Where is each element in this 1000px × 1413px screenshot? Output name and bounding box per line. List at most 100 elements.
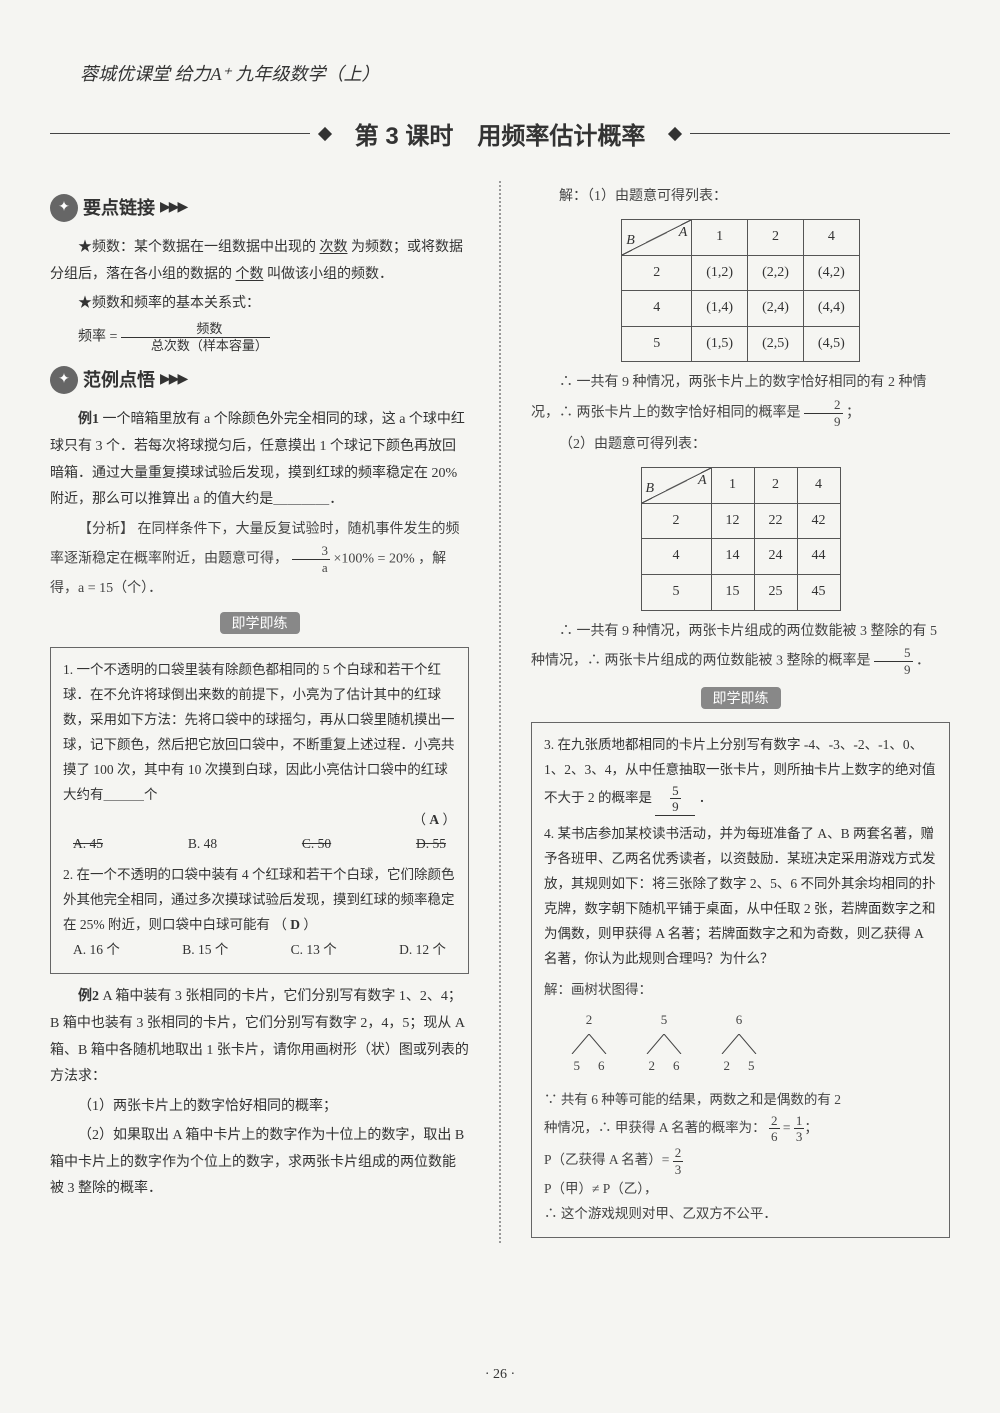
leaf: 2 — [649, 1054, 656, 1078]
row-label: B — [626, 228, 635, 255]
diamond-icon — [318, 126, 332, 140]
col-h: 2 — [754, 467, 797, 503]
page-number: · 26 · — [485, 1367, 515, 1383]
tree-2: 5 26 — [639, 1008, 689, 1078]
lesson-title: 第 3 课时 用频率估计概率 — [355, 116, 646, 151]
practice-text: 即学即练 — [701, 687, 781, 709]
num: 5 — [874, 645, 913, 662]
text: ． — [916, 653, 930, 668]
frac-1-3: 13 — [794, 1113, 805, 1145]
table2: A B 1 2 4 2122242 4142444 5152545 — [641, 467, 841, 611]
text: ； — [846, 405, 860, 420]
text: 解：画树状图得： — [544, 982, 652, 997]
ex2-p2: （1）两张卡片上的数字恰好相同的概率； — [50, 1094, 469, 1121]
opt-b: B. 15 个 — [182, 938, 228, 963]
opt-a: A. 45 — [73, 832, 103, 857]
frac-2-6: 26 — [769, 1113, 780, 1145]
text: P（乙获得 A 名著）= — [544, 1152, 673, 1167]
blank: 次数 — [320, 240, 348, 255]
col-h: 1 — [692, 219, 748, 255]
practice-text: 即学即练 — [220, 612, 300, 634]
branch-icon — [714, 1034, 764, 1054]
num: 2 — [769, 1113, 780, 1130]
q4-l3: P（乙获得 A 名著）= 23 — [544, 1145, 937, 1177]
q1-stem: 1. 一个不透明的口袋里装有除颜色都相同的 5 个白球和若干个红球．在不允许将球… — [63, 658, 456, 833]
leaf: 5 — [574, 1054, 581, 1078]
row-h: 2 — [641, 503, 711, 539]
cell: (4,2) — [803, 255, 859, 291]
den: 9 — [670, 799, 681, 815]
cell: (4,4) — [803, 291, 859, 327]
ex1-text: 一个暗箱里放有 a 个除颜色外完全相同的球，这 a 个球中红球只有 3 个．若每… — [50, 412, 465, 507]
q3-answer: 5 9 — [655, 783, 695, 816]
cell: 24 — [754, 539, 797, 575]
q2-stem: 2. 在一个不透明的口袋中装有 4 个红球和若干个白球，它们除颜色外其他完全相同… — [63, 863, 456, 938]
den: a — [292, 560, 331, 576]
cell: (4,5) — [803, 326, 859, 362]
cell: 45 — [797, 574, 840, 610]
text: 2. 在一个不透明的口袋中装有 4 个红球和若干个白球，它们除颜色外其他完全相同… — [63, 867, 455, 932]
tree-3: 6 25 — [714, 1008, 764, 1078]
content-columns: ✦ 要点链接 ▶▶▶ ★频数：某个数据在一组数据中出现的 次数 为频数；或将数据… — [50, 181, 950, 1243]
top: 2 — [564, 1008, 614, 1032]
book-header: 蓉城优课堂 给力A⁺ 九年级数学（上） — [50, 60, 950, 86]
opt-d: D. 55 — [416, 832, 446, 857]
s1-formula: 频率 = 频数 总次数（样本容量） — [50, 321, 469, 353]
text: 种情况，∴ 甲获得 A 名著的概率为： — [544, 1120, 766, 1135]
badge-icon: ✦ — [50, 366, 78, 394]
opt-c: C. 13 个 — [291, 938, 337, 963]
tree-diagram: 2 56 5 26 6 25 — [544, 1008, 937, 1078]
q1-opts: A. 45 B. 48 C. 50 D. 55 — [63, 832, 456, 857]
q4-stem: 4. 某书店参加某校读书活动，并为每班准备了 A、B 两套名著，赠予各班甲、乙两… — [544, 822, 937, 972]
q4-l1: ∵ 共有 6 种等可能的结果，两数之和是偶数的有 2 — [544, 1088, 937, 1113]
row-h: 5 — [641, 574, 711, 610]
cell: 22 — [754, 503, 797, 539]
leaf: 5 — [748, 1054, 755, 1078]
blank: 个数 — [236, 267, 264, 282]
row-label: B — [646, 476, 655, 503]
cell: (2,2) — [748, 255, 804, 291]
badge-icon: ✦ — [50, 194, 78, 222]
q3-stem: 3. 在九张质地都相同的卡片上分别写有数字 -4、-3、-2、-1、0、1、2、… — [544, 737, 936, 805]
den: 9 — [874, 662, 913, 678]
branch-icon — [639, 1034, 689, 1054]
cell: (1,2) — [692, 255, 748, 291]
eq: = — [783, 1120, 794, 1135]
q1-ans: A — [429, 812, 439, 827]
arrows-icon: ▶▶▶ — [160, 367, 186, 394]
sol1-text: ∴ 一共有 9 种情况，两张卡片上的数字恰好相同的有 2 种情况，∴ 两张卡片上… — [531, 370, 950, 429]
frac-5-9: 5 9 — [874, 645, 913, 677]
col-h: 2 — [748, 219, 804, 255]
den: 9 — [804, 414, 843, 430]
right-column: 解：（1）由题意可得列表： A B 1 2 4 2(1,2)(2,2)(4,2)… — [531, 181, 950, 1243]
num: 5 — [670, 783, 681, 800]
branch-icon — [564, 1034, 614, 1054]
num: 3 — [292, 543, 331, 560]
leaf: 2 — [724, 1054, 731, 1078]
ex2-p1: 例2 A 箱中装有 3 张相同的卡片，它们分别写有数字 1、2、4；B 箱中也装… — [50, 984, 469, 1090]
text: 1. 一个不透明的口袋里装有除颜色都相同的 5 个白球和若干个红球．在不允许将球… — [63, 662, 455, 802]
col-h: 4 — [803, 219, 859, 255]
q4-l2: 种情况，∴ 甲获得 A 名著的概率为： 26 = 13； — [544, 1113, 937, 1145]
s1-p1: ★频数：某个数据在一组数据中出现的 次数 为频数；或将数据分组后，落在各小组的数… — [50, 235, 469, 288]
diag-header: A B — [641, 467, 711, 503]
row-h: 2 — [622, 255, 692, 291]
leaf: 6 — [598, 1054, 605, 1078]
practice-label-2: 即学即练 — [531, 685, 950, 714]
q4-solution: 解：画树状图得： 2 56 5 26 6 — [544, 978, 937, 1227]
num: 2 — [804, 397, 843, 414]
top: 5 — [639, 1008, 689, 1032]
text: ★频数：某个数据在一组数据中出现的 — [78, 240, 316, 255]
opt-c: C. 50 — [302, 832, 331, 857]
cell: 44 — [797, 539, 840, 575]
row-h: 4 — [641, 539, 711, 575]
num: 1 — [794, 1113, 805, 1130]
practice-box-2: 3. 在九张质地都相同的卡片上分别写有数字 -4、-3、-2、-1、0、1、2、… — [531, 722, 950, 1238]
leaf: 6 — [673, 1054, 680, 1078]
text: ∴ 一共有 9 种情况，两张卡片上的数字恰好相同的有 2 种情况，∴ 两张卡片上… — [531, 375, 927, 420]
opt-d: D. 12 个 — [399, 938, 446, 963]
practice-label: 即学即练 — [50, 610, 469, 639]
den: 总次数（样本容量） — [121, 338, 270, 354]
q4-sol-intro: 解：画树状图得： — [544, 978, 937, 1003]
formula-lhs: 频率 = — [78, 329, 117, 344]
